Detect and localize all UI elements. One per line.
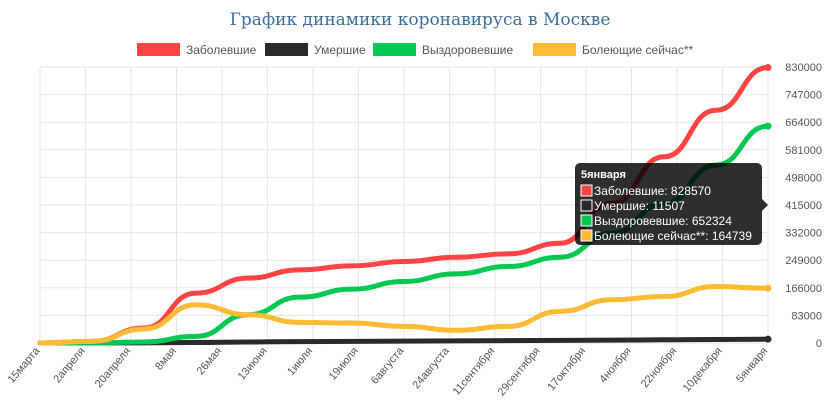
legend-item-болеющие-сейчас[interactable]: Болеющие сейчас**	[533, 43, 694, 57]
tooltip-caret	[762, 199, 768, 211]
y-tick-label: 581000	[785, 145, 822, 157]
tooltip-swatch	[580, 199, 593, 212]
tooltip-row-label: Умершие: 11507	[594, 199, 685, 213]
legend: Заболевшие Умершие Выздоровевшие Болеющие с…	[137, 43, 694, 57]
y-tick-label: 747000	[785, 90, 822, 102]
tooltip-row-label: Болеющие сейчас**: 164739	[594, 229, 752, 243]
legend-item-выздоровевшие[interactable]: Выздоровевшие	[373, 43, 514, 57]
tooltip-swatch	[580, 214, 593, 227]
x-tick-label: 11сентября	[451, 345, 498, 397]
x-tick-label: 13июня	[236, 345, 270, 382]
y-axis: 0 83000 166000 249000 332000 415000 498000 5810…	[785, 62, 822, 350]
tooltip-box	[575, 163, 762, 245]
legend-item-заболевшие[interactable]: Заболевшие	[137, 43, 257, 57]
y-tick-label: 166000	[785, 283, 822, 295]
y-tick-label: 415000	[785, 200, 822, 212]
x-tick-label: 26мая	[195, 345, 225, 377]
y-tick-label: 830000	[785, 62, 822, 74]
legend-swatch	[137, 43, 180, 56]
y-tick-label: 83000	[791, 310, 822, 322]
series-point-болеющие-сейчас[interactable]	[764, 284, 772, 292]
series-line-болеющие-сейчас	[37, 283, 771, 346]
series-point-заболевшие[interactable]	[764, 63, 772, 71]
legend-label: Выздоровевшие	[422, 43, 514, 57]
series-lines	[37, 63, 772, 346]
x-tick-label: 20апреля	[93, 345, 133, 390]
series-point-умершие[interactable]	[764, 335, 772, 343]
x-tick-label: 1июля	[285, 345, 315, 378]
x-tick-label: 4ноября	[597, 345, 634, 385]
tooltip-row: Болеющие сейчас**: 164739	[580, 229, 752, 243]
legend-swatch	[533, 43, 576, 56]
legend-label: Заболевшие	[186, 43, 257, 57]
x-tick-label: 15марта	[6, 345, 43, 386]
tooltip-swatch	[580, 184, 593, 197]
y-tick-label: 498000	[785, 172, 822, 184]
tooltip-row: Выздоровевшие: 652324	[580, 214, 732, 228]
x-tick-label: 6августа	[369, 345, 407, 387]
x-tick-label: 2апреля	[51, 345, 87, 385]
y-tick-label: 332000	[785, 228, 822, 240]
chart-title: График динамики коронавируса в Москве	[230, 10, 611, 30]
y-tick-label: 664000	[785, 117, 822, 129]
series-point-выздоровевшие[interactable]	[764, 122, 772, 130]
legend-label: Болеющие сейчас**	[582, 43, 694, 57]
tooltip-row: Умершие: 11507	[580, 199, 685, 213]
x-tick-label: 29сентября	[496, 345, 543, 398]
tooltip-title: 5января	[581, 169, 626, 181]
y-tick-label: 249000	[785, 255, 822, 267]
series-line-заболевшие	[37, 64, 771, 346]
x-tick-label: 10декабря	[681, 345, 725, 394]
x-tick-label: 5января	[734, 345, 770, 385]
x-axis: 15марта 2апреля 20апреля 8мая 26мая 13июня 1ию…	[6, 345, 771, 399]
x-tick-label: 19июля	[327, 345, 361, 382]
tooltip-row: Заболевшие: 828570	[580, 184, 711, 198]
legend-item-умершие[interactable]: Умершие	[265, 43, 366, 57]
tooltip-swatch	[580, 229, 593, 242]
legend-swatch	[265, 43, 308, 56]
tooltip-row-label: Выздоровевшие: 652324	[594, 214, 732, 228]
x-tick-label: 22ноября	[639, 345, 679, 390]
x-tick-label: 17октября	[545, 345, 588, 393]
x-tick-label: 24августа	[410, 345, 452, 392]
x-tick-label: 8мая	[153, 345, 179, 372]
y-tick-label: 0	[816, 338, 822, 350]
tooltip-row-label: Заболевшие: 828570	[594, 184, 711, 198]
legend-swatch	[373, 43, 416, 56]
legend-label: Умершие	[314, 43, 366, 57]
